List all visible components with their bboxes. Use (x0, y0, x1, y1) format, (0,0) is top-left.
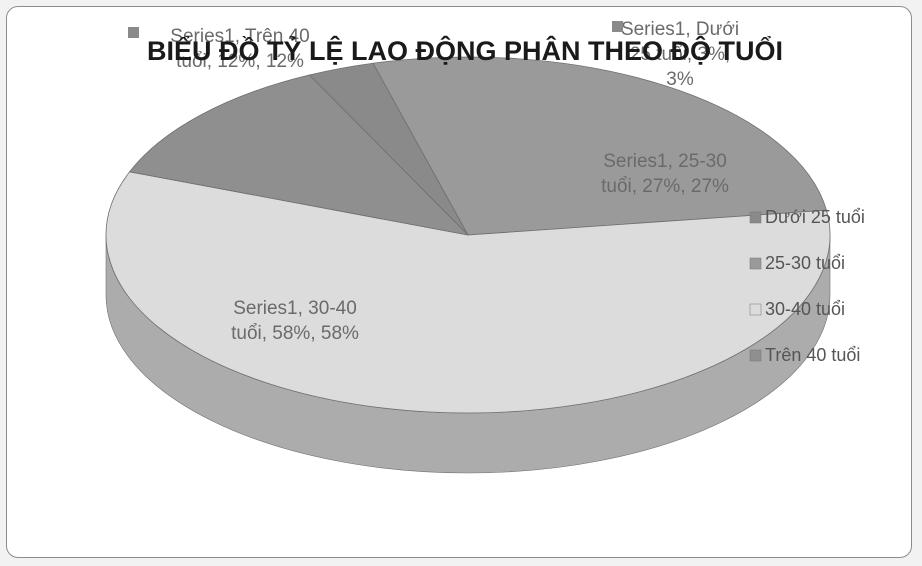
legend: Dưới 25 tuổi 25-30 tuổi 30-40 tuổi Trên 40 … (749, 207, 865, 365)
legend-key-tr-n-40-tu-i (749, 349, 762, 362)
legend-label-d-i-25-tu-i: Dưới 25 tuổi (765, 207, 865, 227)
data-labels: Series1, Dưới 25 tuổi, 3%, 3% Series1, 25-3… (128, 19, 739, 344)
legend-key-d-i-25-tu-i (749, 211, 762, 224)
data-label-d-i-25-tu-i: Series1, Dưới 25 tuổi, 3%, 3% (621, 19, 739, 90)
data-label-30-40-tu-i: Series1, 30-40 tuổi, 58%, 58% (231, 298, 359, 344)
data-label-25-30-tu-i: Series1, 25-30 tuổi, 27%, 27% (601, 151, 729, 197)
legend-label-25-30-tu-i: 25-30 tuổi (765, 253, 845, 273)
pie-slice-tr-n-40-tu-i (128, 74, 470, 236)
legend-key-30-40-tu-i (749, 303, 762, 316)
pie-slice-30-40-tu-i (105, 171, 831, 414)
pie-slice-25-30-tu-i (372, 56, 827, 236)
chart-title: BIỂU ĐỒ TỶ LỆ LAO ĐỘNG PHÂN THEO ĐỘ TUỔI (147, 34, 783, 66)
legend-label-30-40-tu-i: 30-40 tuổi (765, 299, 845, 319)
legend-label-tr-n-40-tu-i: Trên 40 tuổi (765, 345, 860, 365)
data-label-tr-n-40-tu-i: Series1, Trên 40 tuổi, 12%, 12% (170, 26, 309, 72)
data-label-key-0 (612, 21, 623, 32)
legend-key-25-30-tu-i (749, 257, 762, 270)
pie-slices (105, 56, 831, 414)
data-label-key-1 (128, 27, 139, 38)
